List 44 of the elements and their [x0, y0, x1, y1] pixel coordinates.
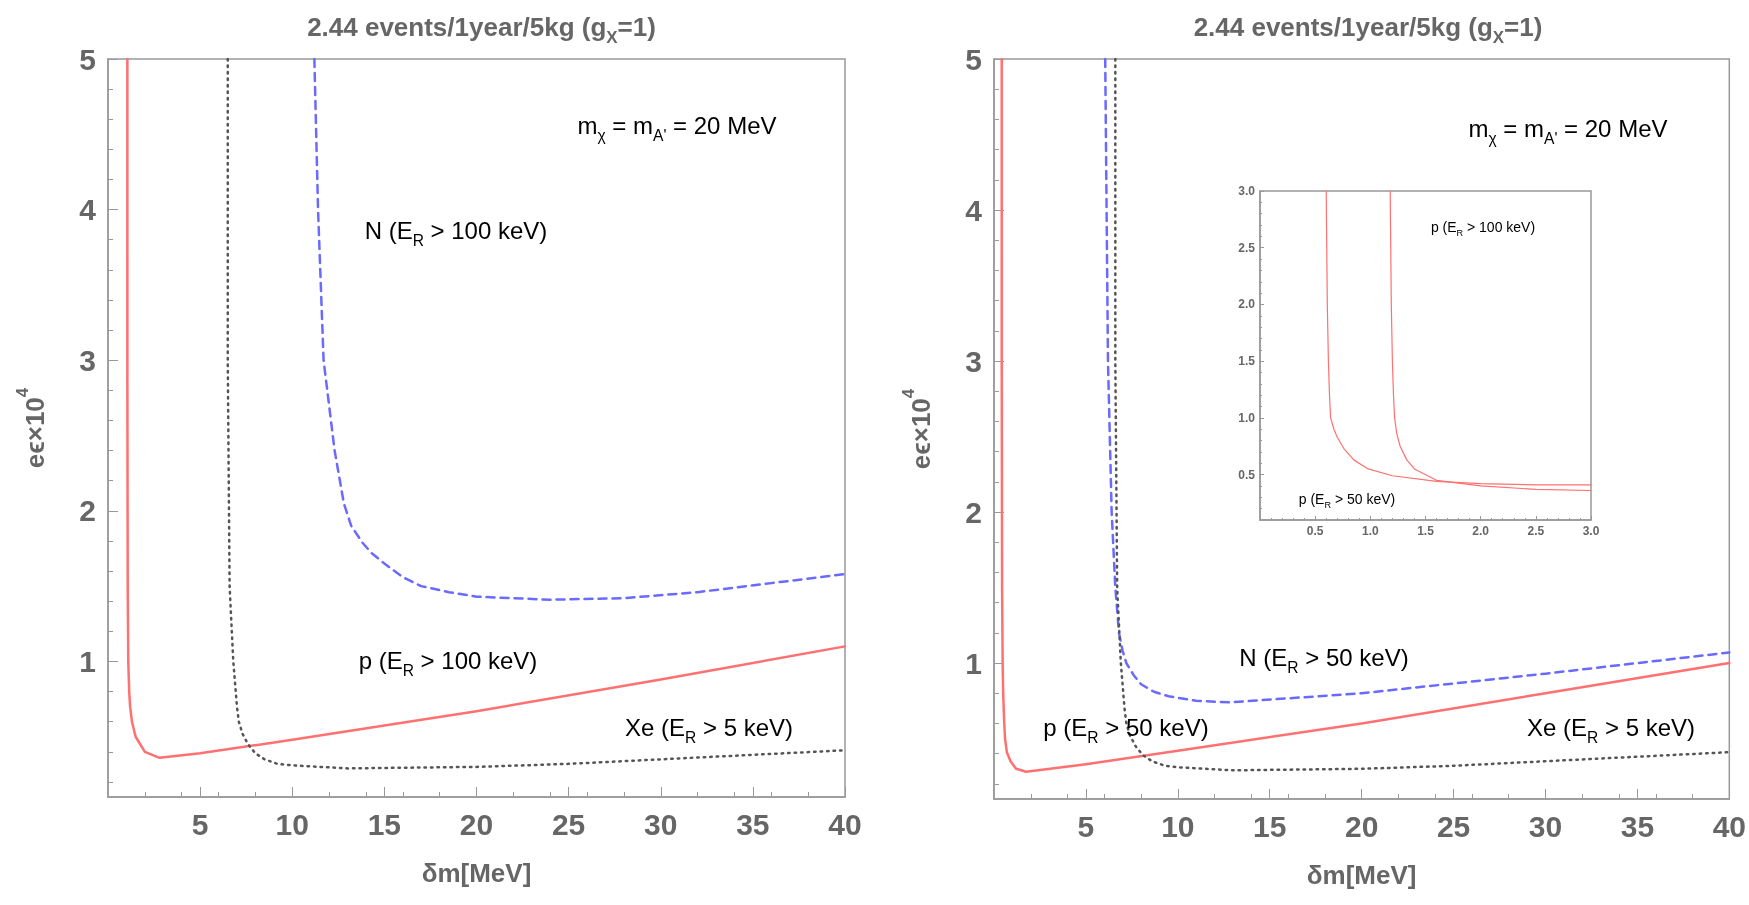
x-tick-label: 35: [736, 807, 770, 841]
x-tick-label: 1.0: [1361, 524, 1379, 538]
y-tick-label: 5: [965, 42, 982, 76]
y-tick-label: 2: [965, 495, 982, 529]
line-series: [313, 57, 847, 601]
y-tick-label: 3.0: [1238, 184, 1256, 198]
x-tick-label: 15: [367, 807, 402, 841]
x-tick-label: 10: [275, 807, 309, 841]
y-tick-label: 1: [965, 646, 982, 680]
x-tick-label: 35: [1620, 809, 1655, 843]
x-tick-label: 25: [1436, 809, 1471, 843]
x-axis-title: δm[MeV]: [421, 857, 532, 888]
x-tick-label: 30: [644, 807, 678, 841]
x-tick-label: 0.5: [1306, 524, 1324, 538]
y-tick-label: 5: [79, 42, 96, 76]
y-tick-label: 1: [79, 644, 96, 678]
x-tick-label: 2.0: [1472, 524, 1490, 538]
y-tick-label: 3: [79, 343, 96, 377]
y-tick-label: 2.0: [1238, 297, 1256, 312]
x-tick-label: 40: [828, 807, 862, 841]
x-tick-label: 25: [551, 807, 586, 841]
x-tick-label: 2.5: [1527, 524, 1545, 538]
y-tick-label: 4: [79, 193, 97, 227]
y-axis-title: eϵ×104: [13, 387, 51, 469]
x-tick-label: 20: [459, 807, 494, 841]
x-axis-title: δm[MeV]: [1306, 859, 1417, 890]
x-tick-label: 15: [1253, 809, 1287, 843]
x-tick-label: 5: [191, 807, 209, 841]
x-tick-label: 30: [1528, 809, 1563, 843]
line-series: [1000, 57, 1731, 774]
y-tick-label: 1.0: [1238, 410, 1256, 425]
x-tick-label: 5: [1077, 809, 1095, 843]
y-tick-label: 4: [965, 193, 983, 227]
x-tick-label: 20: [1344, 809, 1379, 843]
y-tick-label: 1.5: [1238, 354, 1256, 369]
x-tick-label: 3.0: [1582, 524, 1600, 538]
y-tick-label: 3: [965, 344, 982, 378]
x-tick-label: 1.5: [1417, 524, 1435, 538]
x-tick-label: 10: [1161, 809, 1195, 843]
x-tick-label: 40: [1712, 809, 1746, 843]
y-tick-label: 0.5: [1238, 467, 1256, 482]
y-tick-label: 2.5: [1238, 240, 1256, 255]
y-tick-label: 2: [79, 494, 96, 528]
y-axis-title: eϵ×104: [899, 388, 937, 470]
